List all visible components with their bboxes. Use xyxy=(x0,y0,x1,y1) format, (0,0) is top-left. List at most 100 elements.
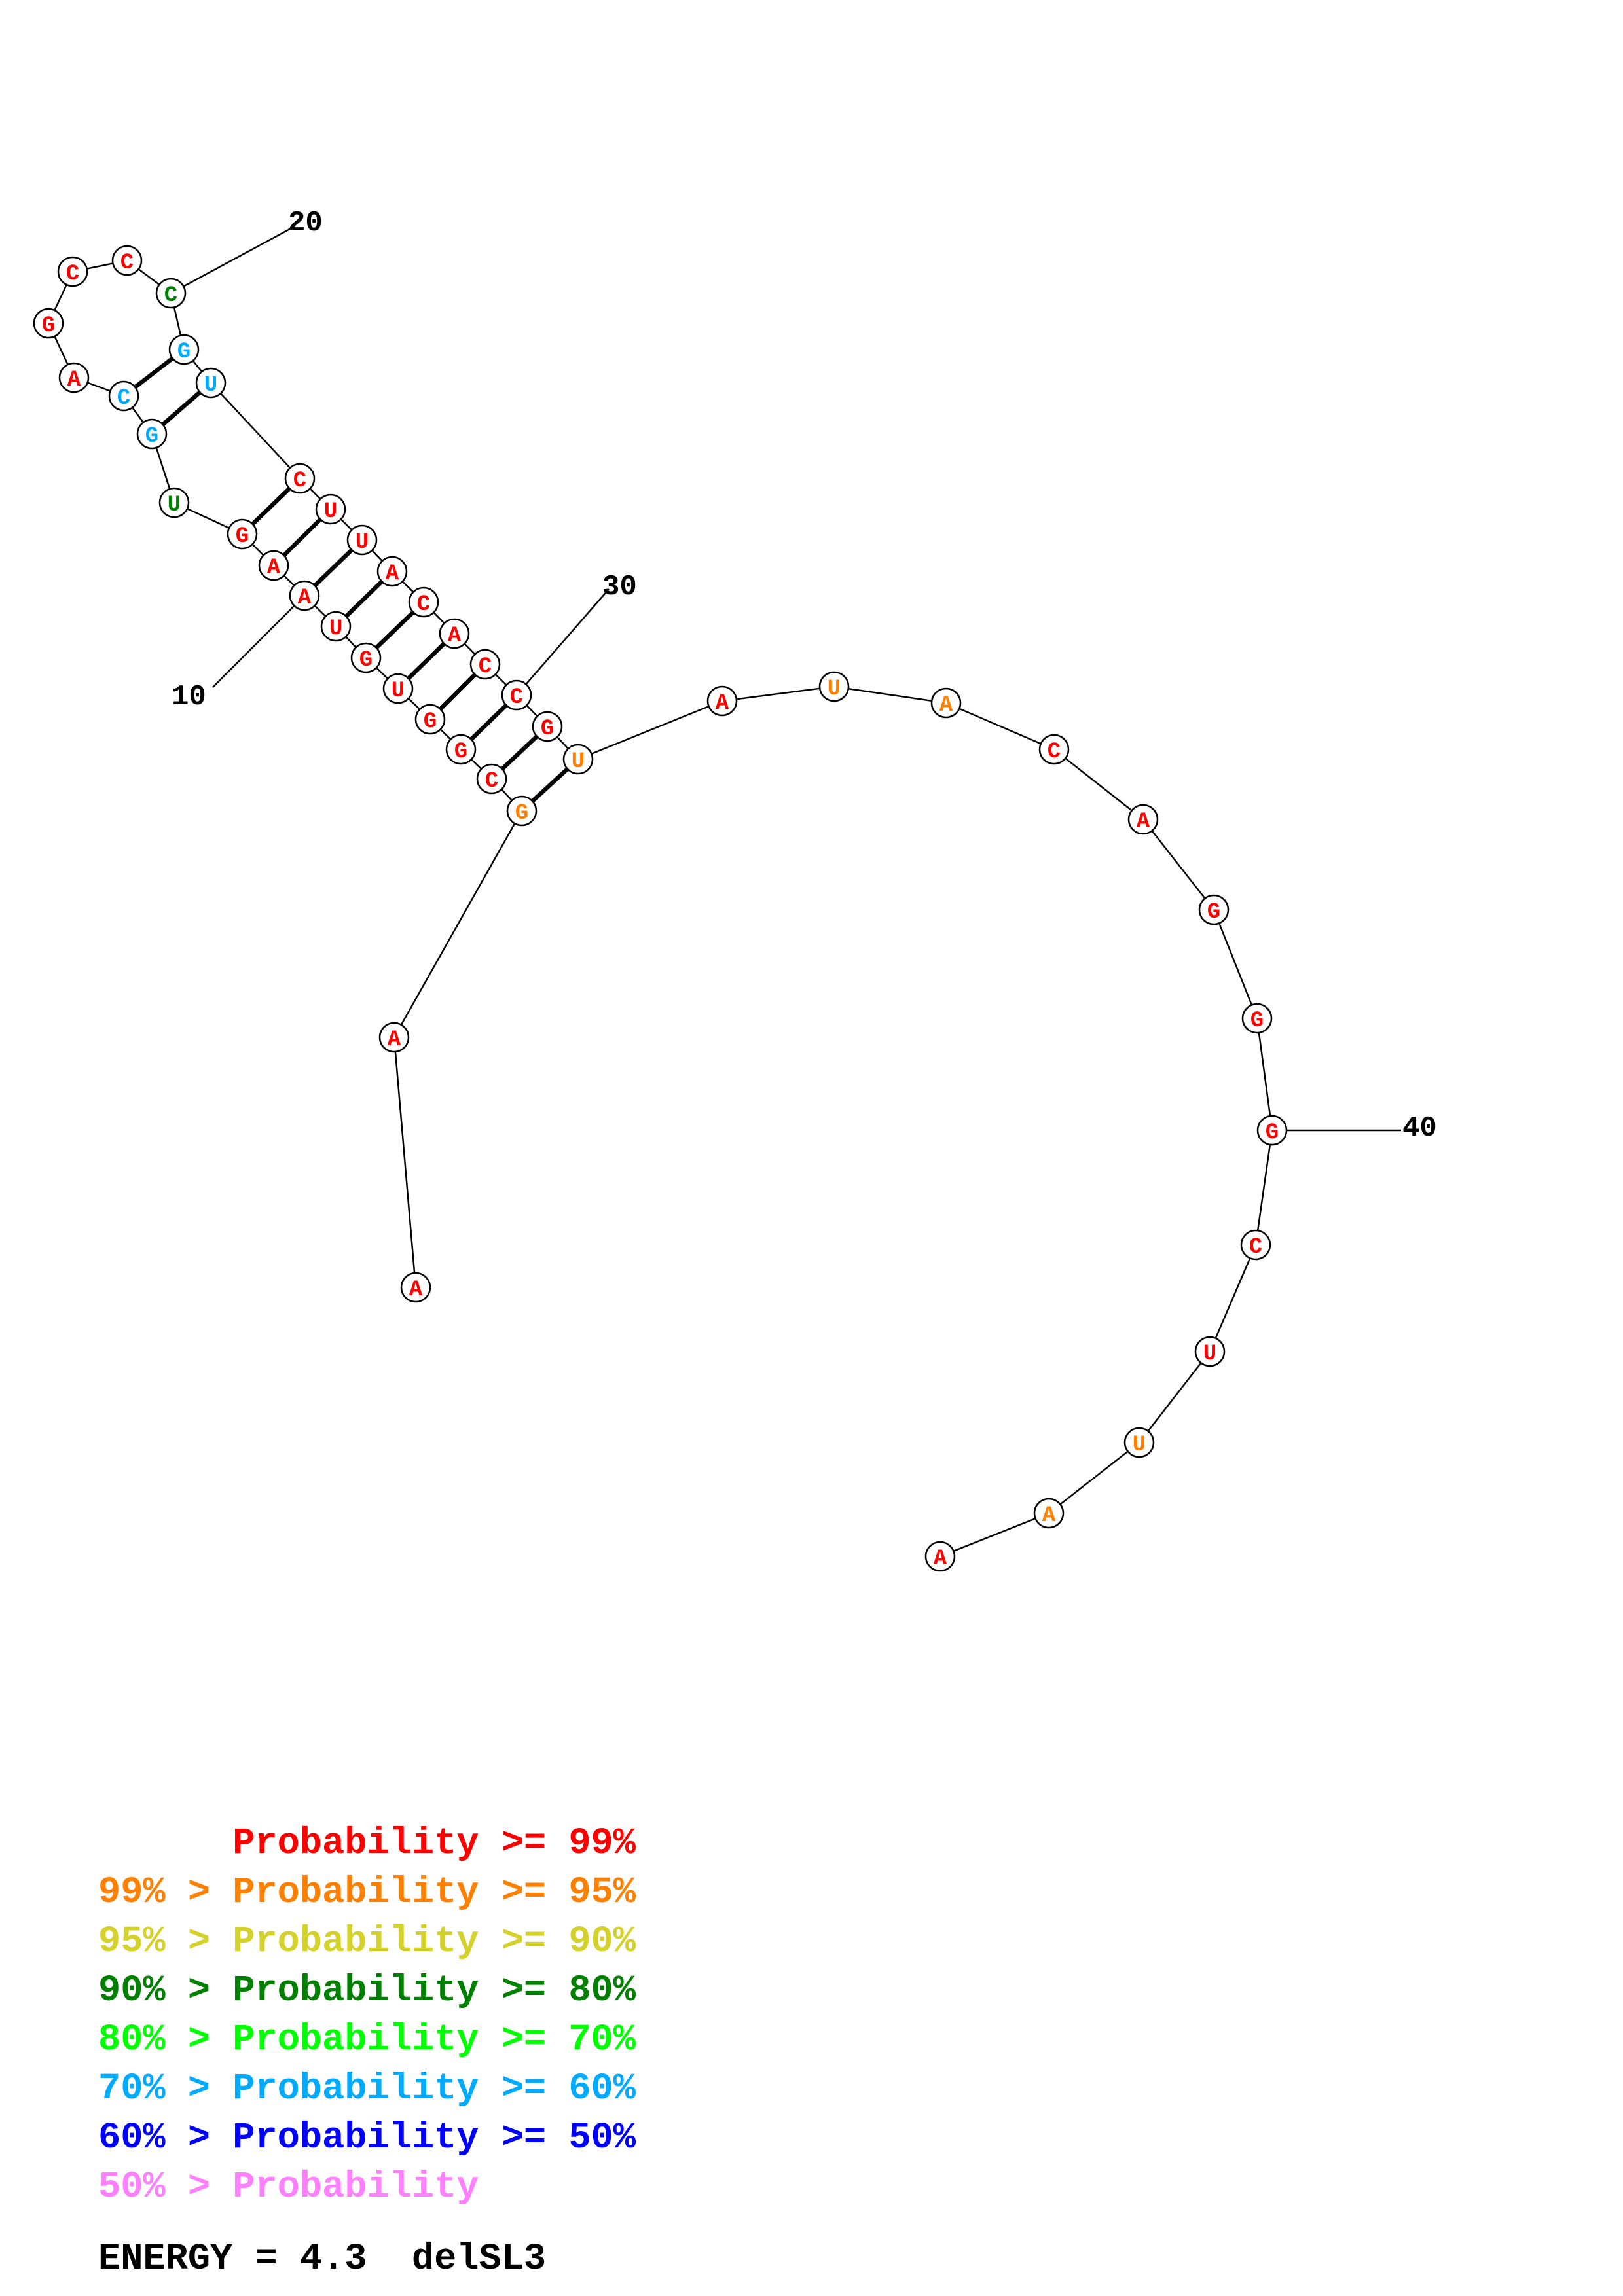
legend-row: 60% > Probability >= 50% xyxy=(98,2114,636,2163)
nucleotide-32: U xyxy=(562,744,594,775)
nucleotide-circle xyxy=(506,795,538,827)
backbone-segment xyxy=(939,1512,1049,1558)
legend-prefix: 70% > xyxy=(98,2068,233,2110)
position-tick xyxy=(212,595,305,688)
nucleotide-letter: U xyxy=(392,679,405,704)
legend-text: Probability >= 90% xyxy=(232,1921,636,1963)
base-pair-lines xyxy=(122,348,580,813)
legend-prefix: 95% > xyxy=(98,1921,233,1963)
nucleotide-circle xyxy=(1038,734,1070,765)
nucleotide-1: A xyxy=(400,1272,431,1303)
legend-row: 90% > Probability >= 80% xyxy=(98,1967,636,2016)
nucleotide-6: G xyxy=(414,704,446,735)
nucleotide-letter: U xyxy=(828,677,841,702)
nucleotide-letter: G xyxy=(145,424,158,449)
nucleotide-letter: C xyxy=(510,685,523,710)
nucleotide-circle xyxy=(501,679,532,711)
nucleotide-circle xyxy=(315,493,346,525)
energy-label: ENERGY = 4.3 delSL3 xyxy=(98,2238,547,2280)
nucleotide-5: G xyxy=(445,734,477,765)
nucleotide-40: G xyxy=(1256,1115,1288,1146)
nucleotide-letter: G xyxy=(424,709,437,734)
nucleotide-21: G xyxy=(168,334,200,365)
position-label-10: 10 xyxy=(172,681,206,713)
nucleotide-letter: A xyxy=(448,624,462,649)
nucleotide-7: U xyxy=(382,673,414,704)
nucleotide-18: C xyxy=(57,256,88,287)
nucleotide-circle xyxy=(439,618,470,649)
nucleotide-letter: A xyxy=(298,586,312,611)
position-tick xyxy=(170,225,295,295)
backbone-segment xyxy=(393,810,523,1038)
position-label-40: 40 xyxy=(1402,1112,1437,1145)
nucleotide-2: A xyxy=(378,1022,410,1053)
nucleotide-circle xyxy=(258,550,289,581)
nucleotide-13: U xyxy=(158,487,190,518)
nucleotide-letter: C xyxy=(117,386,130,411)
legend-text: Probability >= 95% xyxy=(232,1872,636,1914)
nucleotide-letter: U xyxy=(1203,1342,1216,1367)
legend-row: Probability >= 99% xyxy=(98,1820,636,1869)
nucleotide-circle xyxy=(1123,1427,1155,1458)
nucleotide-26: A xyxy=(376,556,408,587)
legend-text: Probability >= 60% xyxy=(232,2068,636,2110)
nucleotide-17: G xyxy=(33,308,64,339)
legend-row: 80% > Probability >= 70% xyxy=(98,2016,636,2065)
nucleotide-letter: C xyxy=(164,283,177,308)
backbone-segment xyxy=(1256,1018,1273,1131)
nucleotide-circle xyxy=(136,418,168,450)
backbone-segment xyxy=(393,1037,417,1288)
nucleotide-circle xyxy=(168,334,200,365)
legend-prefix: 99% > xyxy=(98,1872,233,1914)
nucleotide-circle xyxy=(476,763,507,795)
nucleotide-letter: G xyxy=(515,801,528,826)
nucleotide-letter: C xyxy=(485,769,498,794)
position-label-30: 30 xyxy=(602,571,637,603)
backbone-segment xyxy=(1213,909,1258,1019)
nucleotide-circle xyxy=(1127,804,1159,835)
nucleotide-22: U xyxy=(195,367,227,399)
position-tick-lines xyxy=(170,225,1401,1132)
nucleotide-letter: A xyxy=(939,693,953,718)
nucleotide-letter: G xyxy=(177,340,191,365)
nucleotide-letter: A xyxy=(716,691,729,716)
backbone-segment xyxy=(1254,1130,1273,1246)
legend-prefix: 60% > xyxy=(98,2117,233,2159)
nucleotide-41: C xyxy=(1240,1229,1271,1261)
nucleotide-28: A xyxy=(439,618,470,649)
nucleotide-letter: U xyxy=(572,749,585,774)
nucleotide-3: G xyxy=(506,795,538,827)
nucleotide-circle xyxy=(284,463,316,494)
nucleotide-circle xyxy=(378,1022,410,1053)
legend-row: 70% > Probability >= 60% xyxy=(98,2065,636,2114)
nucleotide-letter: A xyxy=(386,562,399,586)
legend-prefix: 90% > xyxy=(98,1970,233,2012)
nucleotide-circle xyxy=(400,1272,431,1303)
nucleotide-letter: U xyxy=(324,499,337,524)
legend-row: 50% > Probability xyxy=(98,2163,636,2212)
nucleotide-letter: C xyxy=(417,592,430,617)
nucleotide-4: C xyxy=(476,763,507,795)
legend-text: Probability xyxy=(232,2166,479,2208)
legend-text: Probability >= 50% xyxy=(232,2117,636,2159)
nucleotide-circle xyxy=(57,256,88,287)
nucleotide-45: A xyxy=(924,1541,956,1572)
nucleotide-circle xyxy=(227,518,258,550)
nucleotide-circle xyxy=(924,1541,956,1572)
nucleotide-16: A xyxy=(58,362,90,393)
nucleotide-circle xyxy=(818,671,850,702)
nucleotide-letter: U xyxy=(329,617,342,641)
nucleotide-circle xyxy=(111,245,143,276)
nucleotide-letter: A xyxy=(67,368,81,393)
nucleotide-42: U xyxy=(1194,1336,1226,1367)
position-tick xyxy=(516,588,610,696)
nucleotide-letter: C xyxy=(1249,1235,1262,1260)
nucleotide-19: C xyxy=(111,245,143,276)
legend-row: 95% > Probability >= 90% xyxy=(98,1918,636,1967)
nucleotide-circle xyxy=(33,308,64,339)
nucleotide-letter: G xyxy=(1266,1121,1279,1145)
nucleotide-25: U xyxy=(346,524,378,556)
backbone-lines xyxy=(47,259,1273,1558)
backbone-segment xyxy=(833,685,947,704)
